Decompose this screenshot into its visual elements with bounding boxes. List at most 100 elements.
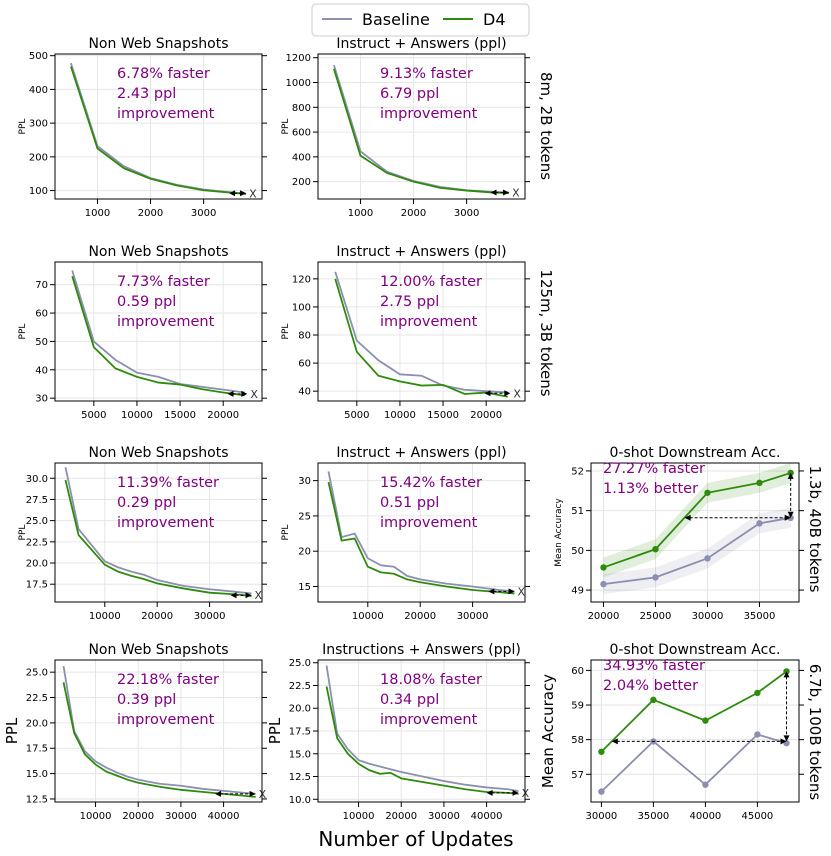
- chart-5: X 10000 20000 30000 17.5 20.0 22.5 25.0 27.5 30.0…: [18, 445, 267, 622]
- annotation-line-3: improvement: [380, 106, 478, 122]
- x-tick-label: 5000: [344, 410, 369, 421]
- x-tick-label: 10000: [121, 410, 153, 421]
- arrow-head: [490, 189, 497, 196]
- y-tick-label: 20.0: [26, 559, 48, 570]
- row-label-4: 6.7b, 100B tokens: [806, 664, 824, 801]
- x-tick-label: 3000: [191, 208, 216, 219]
- data-point-baseline: [652, 574, 659, 581]
- series-line-baseline: [71, 270, 245, 394]
- y-tick-label: 58: [571, 735, 584, 746]
- y-tick-label: 15: [298, 582, 311, 593]
- annotation-line-1: 27.27% faster: [603, 461, 705, 477]
- arrow-head: [504, 390, 511, 397]
- annotation-line-2: 0.39 ppl: [117, 692, 176, 708]
- y-tick-label: 20: [298, 547, 311, 558]
- row-label-3: 1.3b, 40B tokens: [806, 466, 824, 593]
- y-tick-label: 100: [292, 302, 311, 313]
- arrow-head: [783, 671, 790, 678]
- chart-2: X 1000 2000 3000 200 400 600 800 1000 1200 Instruc…: [281, 36, 530, 219]
- annotation-line-1: 12.00% faster: [380, 274, 482, 290]
- x-tick-label: 10000: [352, 611, 384, 622]
- series-line-baseline: [64, 467, 252, 595]
- series-line-d4: [333, 68, 510, 194]
- y-tick-label: 50: [35, 337, 48, 348]
- y-tick-label: 25: [298, 511, 311, 522]
- annotation-line-2: 0.59 ppl: [117, 294, 176, 310]
- x-tick-label: 20000: [588, 611, 620, 622]
- y-tick-label: 100: [29, 186, 48, 197]
- x-tick-label: 30000: [428, 811, 460, 822]
- axes-frame: [54, 659, 263, 803]
- series-line-d4: [334, 278, 508, 398]
- annotation-line-3: improvement: [117, 106, 215, 122]
- arrow-head: [229, 190, 236, 197]
- y-tick-label: 12.5: [26, 794, 48, 805]
- y-tick-label: 59: [571, 701, 584, 712]
- annotation-line-1: 7.73% faster: [117, 274, 210, 290]
- y-tick-label: 20.0: [289, 704, 311, 715]
- x-axis-label: Number of Updates: [318, 827, 513, 851]
- y-tick-label: 60: [571, 666, 584, 677]
- annotation-line-2: 2.43 ppl: [117, 86, 176, 102]
- x-tick-label: 30000: [585, 811, 617, 822]
- annotation-line-3: improvement: [117, 314, 215, 330]
- arrow-head: [488, 588, 495, 595]
- annotation-line-2: 2.04% better: [603, 678, 698, 694]
- y-tick-label: 30: [298, 476, 311, 487]
- y-tick-label: 1000: [286, 78, 311, 89]
- chart-title: Non Web Snapshots: [88, 244, 228, 260]
- end-marker: X: [522, 787, 530, 800]
- arrow-head: [227, 390, 234, 397]
- data-point-d4: [650, 696, 657, 704]
- y-axis-label: PPL: [18, 324, 28, 340]
- y-tick-label: 60: [35, 309, 48, 320]
- legend-d4-label: D4: [483, 10, 506, 29]
- y-axis-label: PPL: [281, 119, 291, 135]
- annotation-line-3: improvement: [117, 515, 215, 531]
- chart-4: X 5000 10000 15000 20000 40 60 80 100 120 Instruct…: [281, 244, 530, 421]
- x-tick-label: 10000: [343, 811, 375, 822]
- legend: Baseline D4: [311, 3, 530, 37]
- y-axis-label: PPL: [18, 119, 28, 135]
- chart-8: 30000 35000 40000 45000 57 58 59 60 0-shot Downs…: [539, 642, 804, 822]
- data-point-d4: [754, 689, 761, 697]
- annotation-line-1: 6.78% faster: [117, 66, 210, 82]
- y-tick-label: 400: [29, 85, 48, 96]
- end-marker: X: [513, 387, 521, 400]
- end-marker: X: [259, 788, 267, 801]
- y-tick-label: 20.0: [26, 718, 48, 729]
- y-tick-label: 70: [35, 280, 48, 291]
- data-point-baseline: [600, 580, 607, 588]
- arrow-head: [512, 789, 519, 796]
- annotation-line-1: 34.93% faster: [603, 658, 705, 674]
- axes-frame: [54, 53, 263, 200]
- arrow-head: [787, 472, 794, 479]
- x-tick-label: 35000: [744, 611, 776, 622]
- y-tick-label: 52: [571, 466, 584, 477]
- y-tick-label: 51: [571, 506, 584, 517]
- arrow-head: [783, 735, 790, 742]
- annotation-line-1: 22.18% faster: [117, 672, 219, 688]
- axes-frame: [590, 462, 800, 603]
- y-axis-label: PPL: [266, 717, 284, 744]
- chart-10: X 10000 20000 30000 40000 10.0 12.5 15.0 17.5 20.…: [266, 642, 530, 822]
- y-tick-label: 200: [29, 152, 48, 163]
- series-line-baseline: [325, 665, 519, 792]
- x-tick-label: 40000: [689, 811, 721, 822]
- annotation-line-3: improvement: [380, 515, 478, 531]
- x-tick-label: 30000: [692, 611, 724, 622]
- y-axis-label: PPL: [281, 324, 291, 340]
- y-tick-label: 500: [29, 51, 48, 62]
- y-tick-label: 50: [571, 546, 584, 557]
- annotation-line-3: improvement: [117, 712, 215, 728]
- y-axis-label: Mean Accuracy: [554, 498, 564, 567]
- y-tick-label: 80: [298, 331, 311, 342]
- annotation-line-3: improvement: [380, 712, 478, 728]
- series-line-d4: [70, 66, 247, 195]
- x-tick-label: 5000: [81, 410, 106, 421]
- y-tick-label: 22.5: [26, 693, 48, 704]
- chart-3: X 5000 10000 15000 20000 30 40 50 60 70 Non Web Sn…: [18, 244, 267, 421]
- annotation-line-2: 6.79 ppl: [380, 86, 439, 102]
- axes-frame: [317, 462, 526, 603]
- y-tick-label: 1200: [286, 53, 311, 64]
